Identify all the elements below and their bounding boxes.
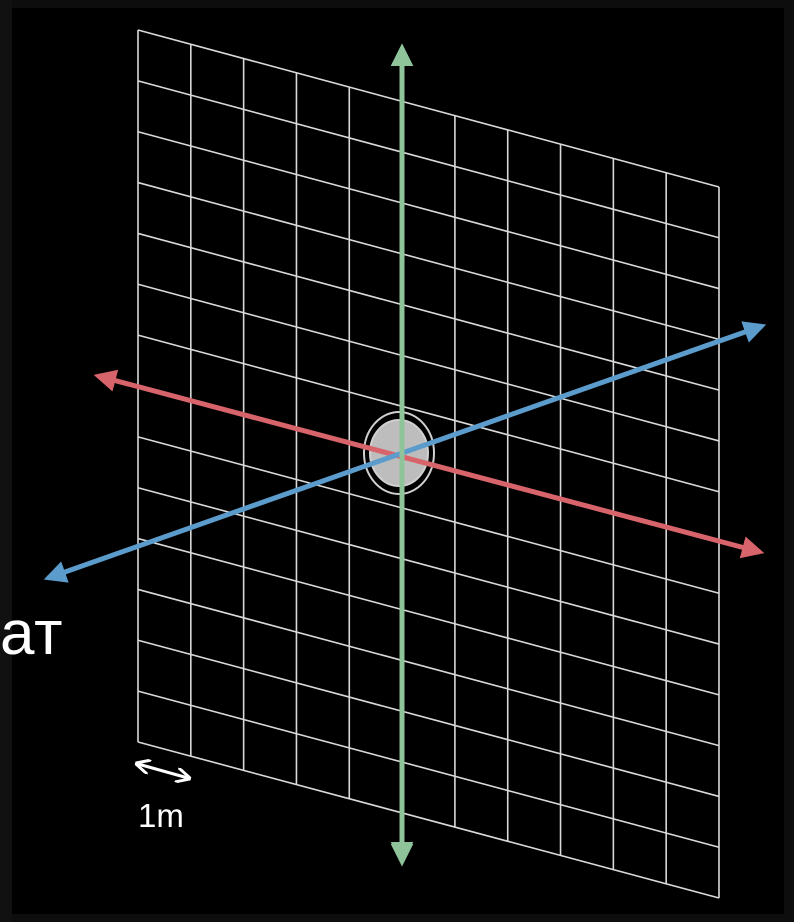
grid-horizontal-line xyxy=(137,741,720,899)
grid-horizontal-line xyxy=(137,232,720,391)
grid-horizontal-line xyxy=(137,80,720,239)
z-axis-arrow xyxy=(43,321,767,583)
right-frame xyxy=(784,0,794,922)
top-frame xyxy=(0,0,794,8)
grid-horizontal-line xyxy=(137,130,720,290)
grid-horizontal-line xyxy=(137,690,720,848)
grid-horizontal-line xyxy=(137,283,720,442)
grid-horizontal-line xyxy=(137,29,720,188)
grid-horizontal-line xyxy=(137,537,720,696)
scale-arrow xyxy=(138,764,188,778)
grid-horizontal-line xyxy=(137,334,720,493)
grid-horizontal-line xyxy=(137,486,720,645)
grid-horizontal-line xyxy=(137,588,720,747)
grid-horizontal-line xyxy=(137,639,720,798)
grid-horizontal-line xyxy=(137,181,720,341)
bottom-frame xyxy=(0,914,794,922)
left-frame xyxy=(0,0,12,922)
partial-text: ат xyxy=(0,599,64,668)
scale-label: 1m xyxy=(138,797,184,834)
